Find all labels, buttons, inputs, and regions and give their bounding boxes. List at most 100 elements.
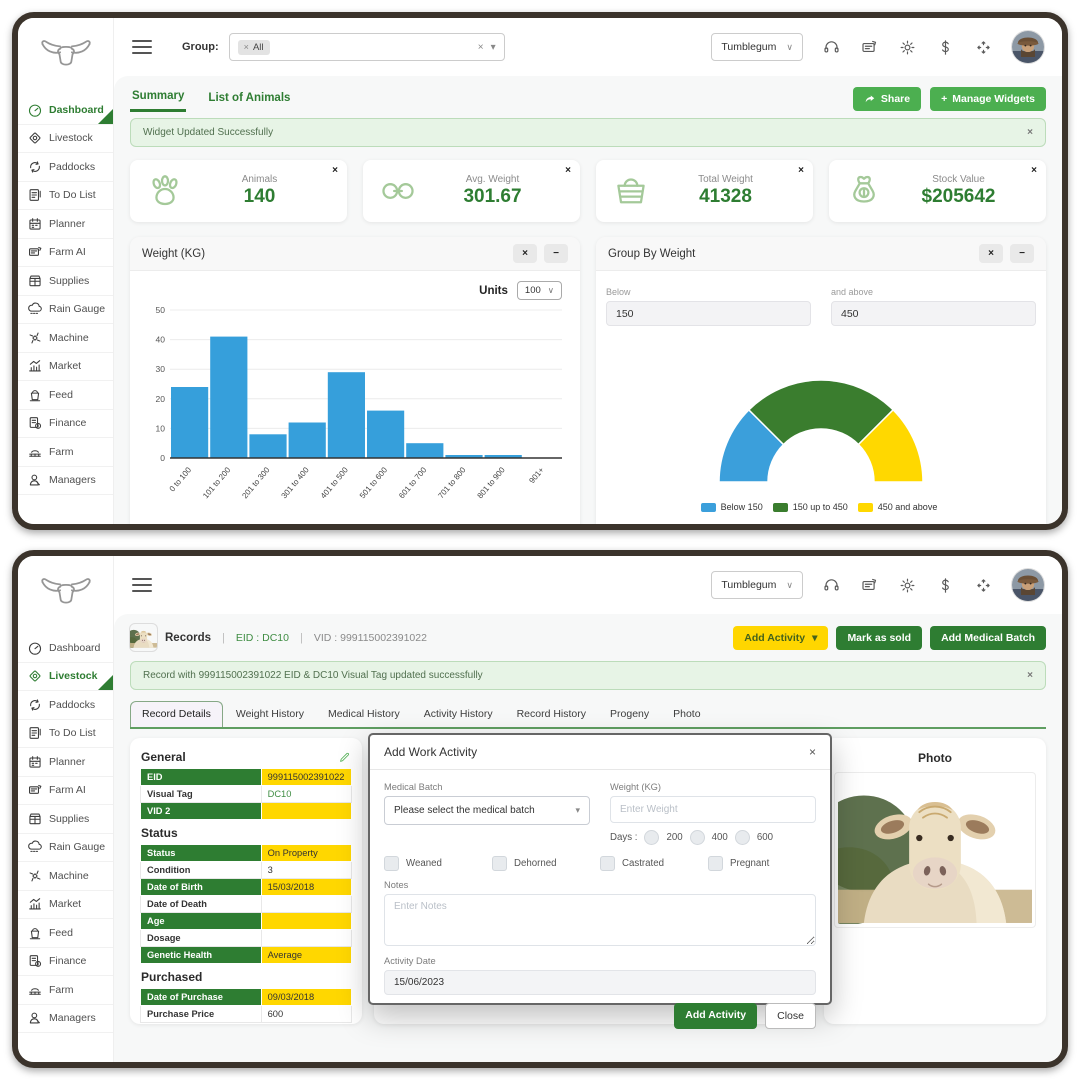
pencil-icon[interactable] (338, 751, 351, 764)
hamburger-menu-icon[interactable] (132, 578, 152, 592)
settings-icon[interactable] (898, 576, 917, 595)
hamburger-menu-icon[interactable] (132, 40, 152, 54)
clear-select-icon[interactable]: × (477, 41, 484, 53)
user-avatar[interactable] (1012, 31, 1044, 63)
close-icon[interactable]: × (565, 165, 571, 176)
days-200-radio[interactable] (644, 830, 660, 845)
user-avatar[interactable] (1012, 569, 1044, 601)
sidebar-item-market[interactable]: Market (18, 353, 113, 381)
sidebar-item-farm-ai[interactable]: Farm AI (18, 777, 113, 805)
units-select[interactable]: 100 ∨ (516, 281, 562, 300)
sidebar-item-label: Paddocks (49, 698, 96, 711)
days-600-radio[interactable] (734, 830, 750, 845)
medical-batch-select[interactable]: Please select the medical batch ▾ (384, 796, 590, 825)
open-select-icon[interactable]: ▾ (490, 41, 496, 53)
pregnant-checkbox[interactable] (708, 856, 723, 871)
tab-list-of-animals[interactable]: List of Animals (208, 91, 291, 104)
add-activity-dropdown-button[interactable]: Add Activity ▾ (733, 625, 829, 650)
widget-minimize-button[interactable]: − (1010, 244, 1034, 263)
add-medical-batch-button[interactable]: Add Medical Batch (930, 625, 1046, 650)
sidebar-item-todo[interactable]: To Do List (18, 720, 113, 748)
news-icon[interactable] (860, 576, 879, 595)
sidebar-item-dashboard[interactable]: Dashboard (18, 96, 113, 125)
brand-logo[interactable] (18, 18, 113, 96)
castrated-checkbox[interactable] (600, 856, 615, 871)
tab-photo[interactable]: Photo (673, 708, 701, 720)
sidebar-item-dashboard[interactable]: Dashboard (18, 634, 113, 663)
brand-logo[interactable] (18, 556, 113, 634)
sidebar-item-paddocks[interactable]: Paddocks (18, 691, 113, 720)
stat-label: Stock Value (932, 174, 985, 185)
fullscreen-icon[interactable] (974, 38, 993, 57)
svg-text:20: 20 (156, 394, 166, 404)
alert-close-icon[interactable]: × (1027, 127, 1033, 138)
dollar-icon[interactable] (936, 38, 955, 57)
dehorned-checkbox[interactable] (492, 856, 507, 871)
modal-close-button[interactable]: Close (765, 1003, 816, 1029)
widget-minimize-button[interactable]: − (544, 244, 568, 263)
activity-date-input[interactable] (384, 970, 816, 995)
fullscreen-icon[interactable] (974, 576, 993, 595)
tab-weight-history[interactable]: Weight History (235, 708, 304, 720)
sidebar-item-finance[interactable]: Finance (18, 410, 113, 438)
close-icon[interactable]: × (332, 165, 338, 176)
sidebar-item-livestock[interactable]: Livestock (18, 125, 113, 153)
tab-medical-history[interactable]: Medical History (327, 708, 400, 720)
sidebar-item-managers[interactable]: Managers (18, 1005, 113, 1033)
sidebar-item-machine[interactable]: Machine (18, 324, 113, 353)
sidebar-item-planner[interactable]: Planner (18, 748, 113, 777)
sidebar-item-farm-ai[interactable]: Farm AI (18, 239, 113, 267)
days-400-radio[interactable] (689, 830, 705, 845)
below-input[interactable] (606, 301, 811, 326)
sidebar-item-rain-gauge[interactable]: Rain Gauge (18, 834, 113, 862)
weaned-checkbox[interactable] (384, 856, 399, 871)
manage-widgets-button[interactable]: + Manage Widgets (930, 87, 1046, 111)
sidebar-item-todo[interactable]: To Do List (18, 182, 113, 210)
widget-close-button[interactable]: × (979, 244, 1003, 263)
farm-selector[interactable]: Tumblegum ∨ (711, 571, 803, 599)
sidebar-item-feed[interactable]: Feed (18, 919, 113, 948)
support-icon[interactable] (822, 576, 841, 595)
sidebar-item-market[interactable]: Market (18, 891, 113, 919)
tab-record-history[interactable]: Record History (516, 708, 587, 720)
group-multiselect[interactable]: × All × ▾ (228, 33, 505, 61)
share-button[interactable]: Share (852, 87, 922, 111)
chip-remove-icon[interactable]: × (243, 42, 249, 52)
dollar-icon[interactable] (936, 576, 955, 595)
sidebar-item-supplies[interactable]: Supplies (18, 805, 113, 834)
section-heading: Status (141, 826, 178, 840)
widget-close-button[interactable]: × (513, 244, 537, 263)
sidebar-item-supplies[interactable]: Supplies (18, 267, 113, 296)
weight-input[interactable] (610, 796, 816, 823)
alert-close-icon[interactable]: × (1027, 670, 1033, 681)
sidebar-item-farm[interactable]: Farm (18, 976, 113, 1005)
mark-as-sold-button[interactable]: Mark as sold (836, 625, 923, 650)
group-chip[interactable]: × All (237, 39, 270, 55)
farm-selector[interactable]: Tumblegum ∨ (711, 33, 803, 61)
sidebar-item-planner[interactable]: Planner (18, 210, 113, 239)
sidebar-item-paddocks[interactable]: Paddocks (18, 153, 113, 182)
sidebar-item-livestock[interactable]: Livestock (18, 663, 113, 691)
separator: | (300, 631, 303, 644)
sidebar-item-machine[interactable]: Machine (18, 862, 113, 891)
tab-progeny[interactable]: Progeny (610, 708, 650, 720)
sidebar-item-farm[interactable]: Farm (18, 438, 113, 467)
and-above-input[interactable] (831, 301, 1036, 326)
sidebar-item-rain-gauge[interactable]: Rain Gauge (18, 296, 113, 324)
sidebar-item-feed[interactable]: Feed (18, 381, 113, 410)
close-icon[interactable]: × (798, 165, 804, 176)
close-icon[interactable]: × (1031, 165, 1037, 176)
tab-activity-history[interactable]: Activity History (423, 708, 493, 720)
sidebar-item-finance[interactable]: Finance (18, 948, 113, 976)
tab-summary[interactable]: Summary (130, 86, 187, 112)
tab-record-details[interactable]: Record Details (130, 701, 223, 727)
modal-close-icon[interactable]: × (808, 745, 816, 759)
notes-textarea[interactable] (384, 894, 816, 946)
sidebar-item-managers[interactable]: Managers (18, 467, 113, 495)
modal-add-activity-button[interactable]: Add Activity (674, 1003, 758, 1029)
support-icon[interactable] (822, 38, 841, 57)
news-icon[interactable] (860, 38, 879, 57)
gauge-icon (27, 640, 43, 656)
settings-icon[interactable] (898, 38, 917, 57)
sidebar-item-label: Feed (49, 388, 73, 401)
